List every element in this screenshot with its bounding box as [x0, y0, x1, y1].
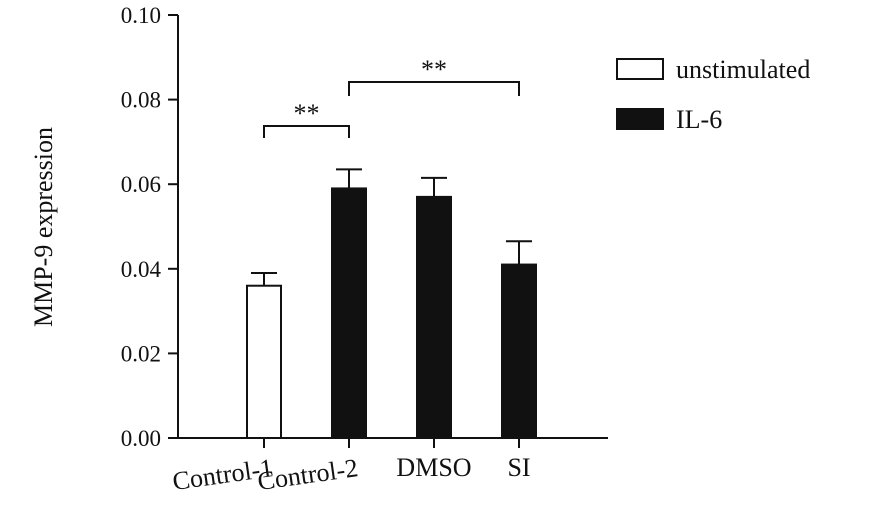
y-tick-label: 0.00 — [121, 426, 161, 451]
y-tick-label: 0.08 — [121, 88, 161, 113]
bar — [416, 195, 452, 439]
legend-swatch — [616, 108, 664, 130]
bars — [246, 168, 537, 439]
y-tick-label: 0.04 — [121, 257, 162, 282]
bar — [331, 187, 367, 439]
significance-label: ** — [421, 55, 447, 84]
y-tick-label: 0.06 — [121, 172, 161, 197]
significance-label: ** — [294, 99, 320, 128]
bar — [501, 263, 537, 439]
y-tick-label: 0.10 — [121, 3, 161, 28]
legend: unstimulated IL-6 — [616, 55, 810, 134]
x-tick-label: DMSO — [396, 453, 471, 482]
x-tick-label: SI — [507, 453, 530, 482]
bar — [246, 284, 282, 439]
significance-bracket — [348, 81, 520, 96]
axes: 0.000.020.040.060.080.10Control-1Control… — [121, 3, 608, 496]
y-tick-label: 0.02 — [121, 341, 161, 366]
y-axis-title: MMP-9 expression — [29, 127, 58, 327]
significance-brackets: ** ** — [263, 55, 520, 138]
significance-bracket — [263, 125, 350, 138]
legend-swatch — [616, 58, 664, 80]
legend-label: IL-6 — [676, 105, 722, 134]
legend-label: unstimulated — [676, 55, 810, 84]
